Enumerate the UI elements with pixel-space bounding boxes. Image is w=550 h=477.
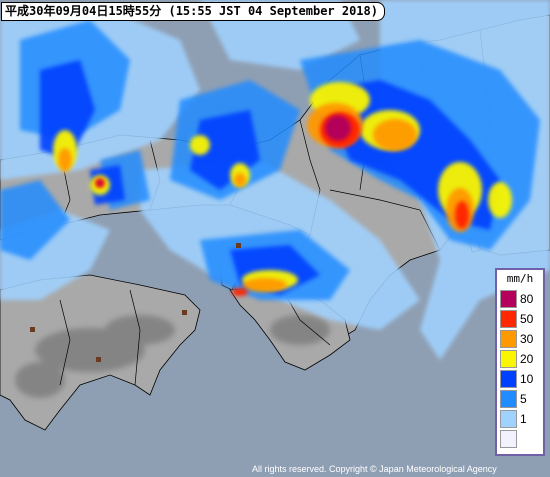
legend-row-1: 1 [500, 410, 542, 428]
legend-swatch-10 [500, 370, 517, 388]
legend-value-80: 80 [520, 292, 534, 306]
legend-row-30: 30 [500, 330, 542, 348]
legend-value-30: 30 [520, 332, 534, 346]
legend-swatch-20 [500, 350, 517, 368]
legend-value-5: 5 [520, 392, 527, 406]
observation-time-title: 平成30年09月04日15時55分 (15:55 JST 04 Septembe… [1, 2, 385, 21]
legend-row-10: 10 [500, 370, 542, 388]
precipitation-legend: mm/h 80 50 30 20 10 5 1 [495, 268, 545, 456]
legend-value-1: 1 [520, 412, 527, 426]
legend-swatch-50 [500, 310, 517, 328]
legend-row-5: 5 [500, 390, 542, 408]
legend-value-10: 10 [520, 372, 534, 386]
legend-row-0 [500, 430, 542, 448]
legend-swatch-30 [500, 330, 517, 348]
legend-value-50: 50 [520, 312, 534, 326]
legend-swatch-0 [500, 430, 517, 448]
legend-value-20: 20 [520, 352, 534, 366]
legend-swatch-1 [500, 410, 517, 428]
station-markers [30, 243, 241, 362]
copyright-notice: All rights reserved. Copyright © Japan M… [252, 464, 497, 474]
legend-row-50: 50 [500, 310, 542, 328]
legend-row-20: 20 [500, 350, 542, 368]
legend-swatch-80 [500, 290, 517, 308]
legend-unit: mm/h [506, 272, 534, 285]
legend-row-80: 80 [500, 290, 542, 308]
legend-swatch-5 [500, 390, 517, 408]
